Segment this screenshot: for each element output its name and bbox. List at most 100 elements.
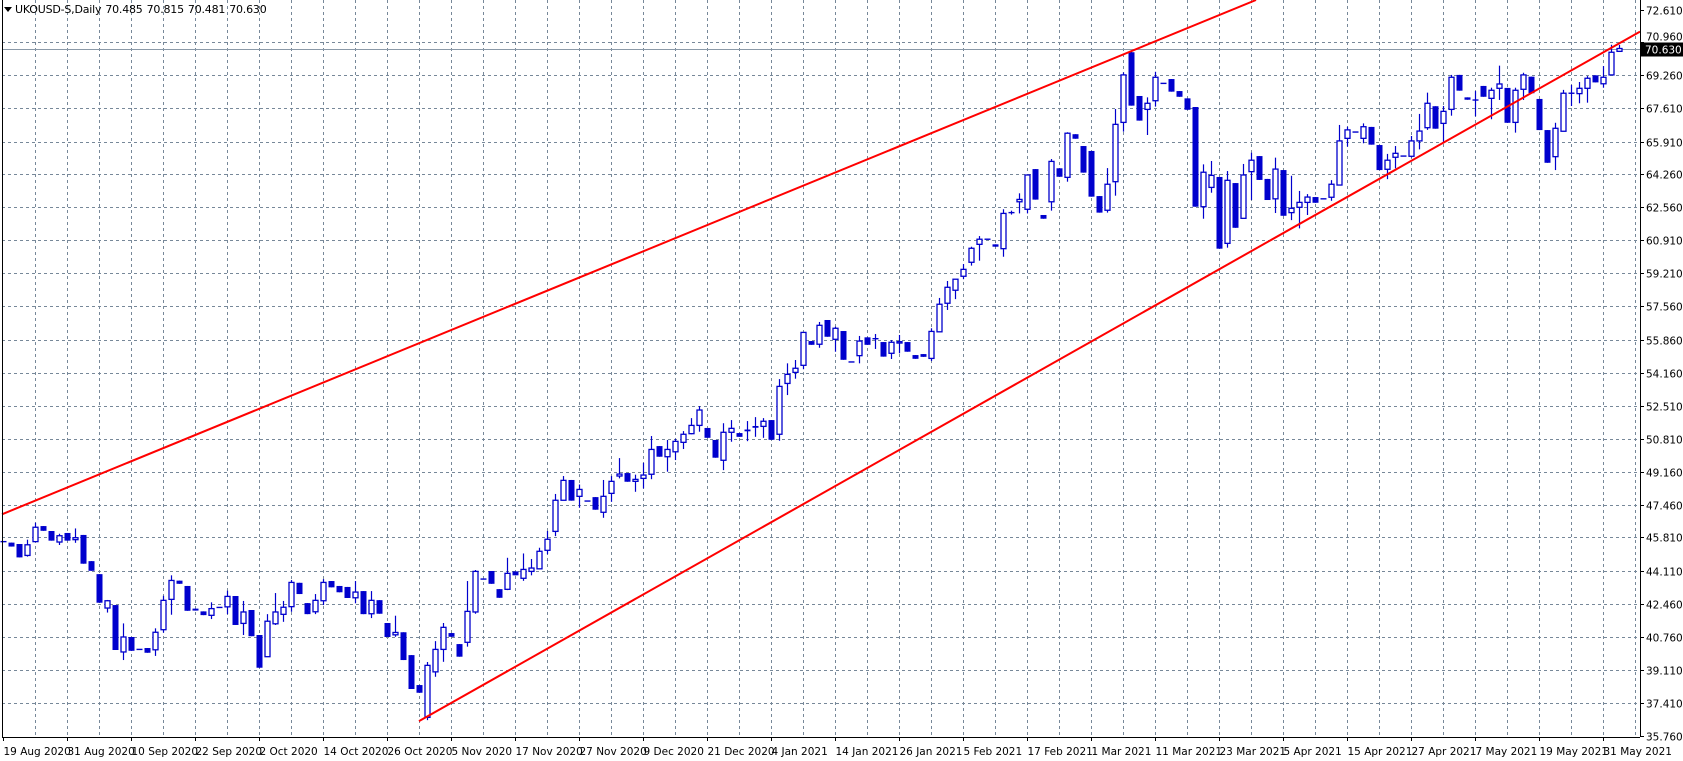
candle-body <box>336 585 343 593</box>
trendlines[interactable] <box>1 0 1641 722</box>
candle-bullish <box>1360 123 1367 144</box>
candle-bullish <box>1440 106 1447 142</box>
candle-bearish <box>592 497 599 510</box>
candle-bearish <box>360 591 367 615</box>
trendline[interactable] <box>1 0 1257 516</box>
candle-bullish <box>696 406 703 432</box>
candle-bullish <box>1584 76 1591 103</box>
candle-bullish <box>784 363 791 396</box>
y-tick-label: 54.160 <box>1646 369 1683 381</box>
candle-bullish <box>688 418 695 435</box>
candle-bullish <box>480 578 487 580</box>
candle-bearish <box>824 319 831 337</box>
y-tick-label: 69.260 <box>1646 71 1683 83</box>
candle-bearish <box>128 636 135 651</box>
candle-bearish <box>488 570 495 584</box>
candle-body <box>552 499 559 533</box>
candle-bearish <box>1472 91 1479 117</box>
candle-body <box>888 341 895 354</box>
candle-body <box>248 610 255 637</box>
candle-bullish <box>528 558 535 576</box>
candle-body <box>1560 92 1567 132</box>
candle-body <box>632 478 639 483</box>
candle-bullish <box>1320 198 1327 200</box>
candle-body <box>1600 76 1607 85</box>
candle-body <box>800 331 807 366</box>
candle-bullish <box>576 484 583 508</box>
candle-bearish <box>328 581 335 588</box>
candle-bearish <box>1456 74 1463 91</box>
candle-bullish <box>856 335 863 364</box>
y-tick-label: 50.810 <box>1646 435 1683 447</box>
candle-bullish <box>936 297 943 333</box>
candle-body <box>568 479 575 501</box>
candle-bearish <box>920 354 927 357</box>
candle-bullish <box>896 334 903 354</box>
x-tick-label: 26 Jan 2021 <box>900 746 963 758</box>
candle-body <box>1136 95 1143 121</box>
candle-bullish <box>424 662 431 721</box>
candle-bullish <box>952 278 959 300</box>
candle-body <box>392 631 399 636</box>
candle-body <box>1336 140 1343 186</box>
candle-bearish <box>184 585 191 611</box>
candle-body <box>616 473 623 477</box>
candle-bearish <box>1312 197 1319 203</box>
y-tick-label: 44.110 <box>1646 567 1683 579</box>
candle-bullish <box>640 462 647 489</box>
x-tick-label: 4 Jan 2021 <box>772 746 828 758</box>
candle-body <box>904 342 911 352</box>
candle-bearish <box>1592 75 1599 83</box>
x-tick-label: 11 Mar 2021 <box>1156 746 1223 758</box>
candle-body <box>40 526 47 531</box>
candle-body <box>1312 197 1319 203</box>
candle-bullish <box>1272 157 1279 214</box>
candle-body <box>1496 83 1503 89</box>
candle-body <box>544 538 551 551</box>
candle-bearish <box>624 473 631 482</box>
price-axis[interactable]: 72.610 70.960 69.260 67.610 65.910 64.260 62.5… <box>1640 6 1683 744</box>
candle-bearish <box>840 331 847 360</box>
x-tick-label: 21 Dec 2020 <box>708 746 775 758</box>
y-tick-label: 65.910 <box>1646 138 1683 150</box>
candle-bullish <box>832 326 839 352</box>
candle-bearish <box>1192 107 1199 207</box>
candle-body <box>312 599 319 613</box>
candle-bearish <box>8 542 15 547</box>
candle-bearish <box>1256 156 1263 180</box>
candle-bearish <box>880 342 887 357</box>
candle-body <box>1360 126 1367 139</box>
candle-body <box>1024 174 1031 210</box>
candle-bullish <box>1488 87 1495 120</box>
candle-body <box>1480 85 1487 97</box>
candle-body <box>864 337 871 345</box>
candle-body <box>1144 102 1151 111</box>
candle-bullish <box>1600 66 1607 88</box>
candle-bullish <box>1512 87 1519 133</box>
candle-body <box>816 324 823 345</box>
trendline[interactable] <box>418 30 1641 722</box>
candle-body <box>752 425 759 428</box>
candle-body <box>1080 146 1087 173</box>
candle-body <box>144 648 151 653</box>
candle-bullish <box>720 423 727 471</box>
candle-bullish <box>600 479 607 518</box>
x-tick-label: 10 Sep 2020 <box>132 746 199 758</box>
current-price-value: 70.630 <box>1645 45 1682 57</box>
candle-body <box>1616 47 1623 53</box>
candle-bullish <box>0 540 7 543</box>
candle-bullish <box>1496 65 1503 100</box>
candle-bearish <box>16 544 23 558</box>
candle-bullish <box>1520 72 1527 100</box>
candle-bullish <box>792 359 799 379</box>
y-tick-label: 52.510 <box>1646 402 1683 414</box>
dropdown-triangle-icon[interactable] <box>4 7 12 12</box>
candle-body <box>1416 130 1423 142</box>
candle-bearish <box>400 632 407 661</box>
candle-body <box>384 623 391 637</box>
candle-bullish <box>1248 152 1255 201</box>
x-tick-label: 19 Aug 2020 <box>4 746 71 758</box>
candle-bearish <box>1528 76 1535 94</box>
